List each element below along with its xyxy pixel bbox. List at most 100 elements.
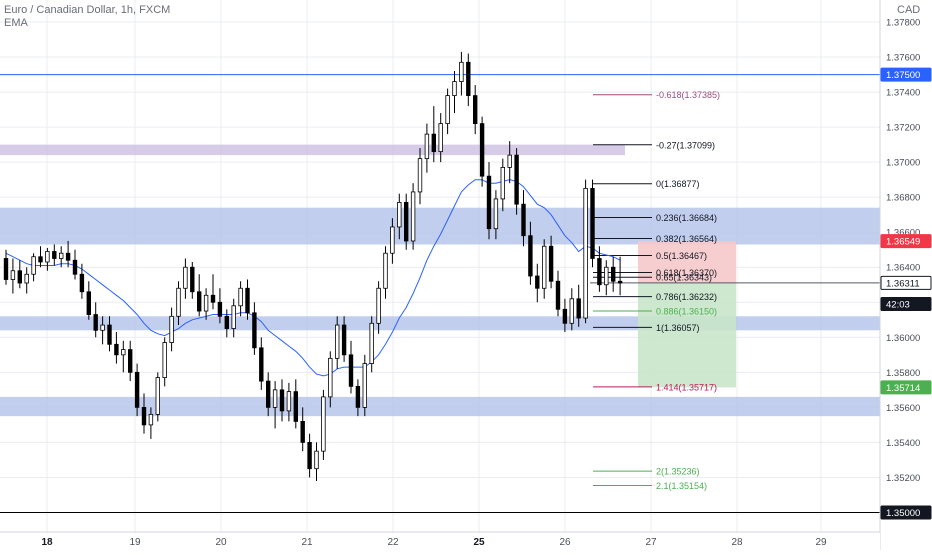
price-axis[interactable]: 1.37800 1.37600 1.37400 1.37200 1.37000 1.368… <box>879 0 932 550</box>
price-tick-label: 1.35400 <box>886 438 920 449</box>
candle-body <box>183 266 188 289</box>
candle <box>452 71 457 114</box>
candle <box>486 162 492 240</box>
candle-body <box>93 314 98 331</box>
candles <box>3 51 623 481</box>
candle-body <box>417 158 423 193</box>
candle <box>466 53 471 107</box>
candle-body <box>196 291 202 312</box>
candle-body <box>403 202 409 242</box>
time-tick-label: 27 <box>645 537 657 548</box>
candle-body <box>493 198 499 230</box>
candle-body <box>376 287 381 324</box>
zone-rect <box>0 207 880 245</box>
candle-body <box>542 245 547 289</box>
candle <box>224 309 229 338</box>
horizontal-lines[interactable] <box>0 74 880 513</box>
candle-body <box>528 235 533 277</box>
candle <box>300 407 305 452</box>
candle-body <box>86 291 91 315</box>
candle-body <box>293 391 298 422</box>
candle-body <box>59 252 64 259</box>
symbol-title: Euro / Canadian Dollar, 1h, FXCM <box>4 4 171 16</box>
candle <box>86 281 91 320</box>
candle-body <box>121 349 126 356</box>
candle-body <box>52 251 57 259</box>
price-badge-bg <box>880 234 932 249</box>
price-badge-label: 1.35000 <box>886 508 920 519</box>
candle <box>265 372 271 417</box>
candle-body <box>286 391 292 412</box>
candle-body <box>127 349 133 373</box>
candle <box>155 372 160 422</box>
candle <box>65 240 71 268</box>
candle-body <box>190 266 195 293</box>
candle <box>397 193 402 240</box>
candle <box>328 351 333 408</box>
candle <box>307 433 312 478</box>
price-tick-label: 1.36800 <box>886 193 920 204</box>
position-tool[interactable] <box>590 241 880 388</box>
candle-body <box>383 252 388 289</box>
fib-level-label: 0.382(1.36564) <box>656 234 717 244</box>
candle-body <box>555 280 561 310</box>
candle <box>272 381 278 429</box>
candle-body <box>307 442 312 470</box>
candle-body <box>272 389 278 408</box>
candle <box>383 246 388 299</box>
time-tick-label: 22 <box>387 537 399 548</box>
fib-level-label: 0.65(1.36343) <box>656 273 712 283</box>
candle-body <box>445 95 450 125</box>
time-axis[interactable]: 18 19 20 21 22 25 26 27 28 29 <box>0 531 880 550</box>
candle <box>514 148 519 215</box>
candle <box>79 263 85 299</box>
candle-body <box>265 380 271 408</box>
candle-body <box>617 280 623 284</box>
price-badge-bg <box>880 297 932 312</box>
zones <box>0 144 880 417</box>
candle <box>617 256 623 296</box>
fib-extension[interactable]: -0.618(1.37385) -0.27(1.37099) 0(1.36877) 0… <box>593 90 720 491</box>
candle <box>569 288 574 331</box>
candle <box>459 51 464 96</box>
candle-body <box>341 324 347 356</box>
time-tick-label: 25 <box>473 537 485 548</box>
time-tick-label: 26 <box>559 537 571 548</box>
candle-body <box>252 312 257 349</box>
price-tick-label: 1.36000 <box>886 333 920 344</box>
candle <box>121 340 126 373</box>
candle-body <box>238 287 243 307</box>
price-tick-label: 1.36400 <box>886 263 920 274</box>
candle <box>196 274 202 317</box>
candle <box>203 288 209 320</box>
candle <box>134 363 140 417</box>
candle <box>583 179 588 324</box>
candle-body <box>507 154 512 168</box>
fib-level-label: 1(1.36057) <box>656 323 700 333</box>
price-badge: 1.36549 <box>880 234 932 249</box>
candle-body <box>300 420 305 443</box>
candle <box>259 337 264 390</box>
price-badge: 1.37500 <box>880 67 932 82</box>
price-badge-label: 1.36311 <box>886 278 920 289</box>
candle-body <box>362 363 367 408</box>
candle <box>52 244 57 266</box>
candle <box>314 442 319 481</box>
fib-level-label: 2(1.35236) <box>656 467 700 477</box>
candle-body <box>45 251 50 263</box>
candle-body <box>10 270 16 280</box>
zone-rect <box>0 396 880 417</box>
time-tick-label: 28 <box>731 537 743 548</box>
candle-body <box>210 294 216 303</box>
fib-level-label: 2.1(1.35154) <box>656 481 707 491</box>
candle <box>493 190 499 240</box>
candle <box>72 249 78 280</box>
candle <box>31 253 36 282</box>
price-badge-bg <box>880 380 932 395</box>
price-tick-label: 1.37600 <box>886 53 920 64</box>
zone-rect <box>0 144 625 156</box>
candle <box>93 302 98 338</box>
price-tick-label: 1.37800 <box>886 18 920 29</box>
